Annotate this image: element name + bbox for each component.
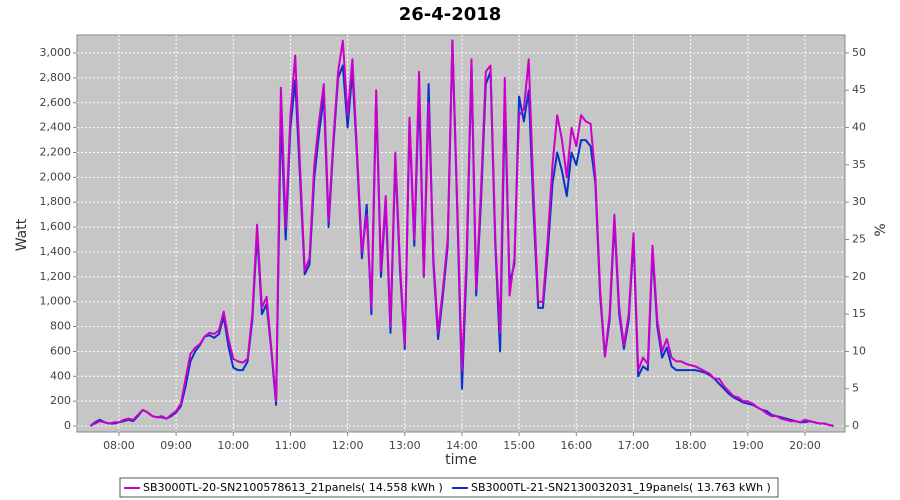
legend-box <box>119 477 779 498</box>
y2-tick-label: 40 <box>852 121 866 134</box>
y-tick-label: 2,200 <box>40 145 72 158</box>
x-tick-label: 10:00 <box>217 439 249 452</box>
y-tick-label: 1,200 <box>40 270 72 283</box>
y-tick-label: 2,600 <box>40 96 72 109</box>
x-tick-label: 15:00 <box>503 439 535 452</box>
y-axis-title: Watt <box>14 218 30 251</box>
y-tick-label: 2,400 <box>40 121 72 134</box>
y-tick-label: 1,400 <box>40 245 72 258</box>
y2-tick-label: 35 <box>852 158 866 171</box>
y2-tick-label: 0 <box>852 419 859 432</box>
y2-tick-label: 20 <box>852 270 866 283</box>
x-tick-label: 12:00 <box>332 439 364 452</box>
x-axis-title: time <box>445 452 477 468</box>
y2-tick-label: 45 <box>852 83 866 96</box>
y-tick-label: 600 <box>50 344 71 357</box>
x-tick-label: 19:00 <box>732 439 764 452</box>
x-tick-label: 17:00 <box>618 439 650 452</box>
y-tick-label: 3,000 <box>40 46 72 59</box>
y-tick-label: 1,000 <box>40 295 72 308</box>
x-tick-label: 08:00 <box>103 439 135 452</box>
y-tick-label: 2,000 <box>40 170 72 183</box>
x-tick-label: 11:00 <box>275 439 307 452</box>
legend-label: SB3000TL-20-SN2100578613_21panels( 14.55… <box>143 481 443 494</box>
y2-tick-label: 30 <box>852 195 866 208</box>
x-tick-label: 13:00 <box>389 439 421 452</box>
y2-tick-label: 10 <box>852 344 866 357</box>
y-tick-label: 400 <box>50 369 71 382</box>
chart-title: 26-4-2018 <box>399 4 502 25</box>
y-tick-label: 200 <box>50 394 71 407</box>
y-tick-label: 1,600 <box>40 220 72 233</box>
y2-tick-label: 5 <box>852 382 859 395</box>
x-tick-label: 16:00 <box>560 439 592 452</box>
legend-label: SB3000TL-21-SN2130032031_19panels( 13.76… <box>471 481 771 494</box>
y-tick-label: 2,800 <box>40 71 72 84</box>
x-tick-label: 14:00 <box>446 439 478 452</box>
x-tick-label: 20:00 <box>789 439 821 452</box>
y-tick-label: 800 <box>50 320 71 333</box>
y-tick-label: 1,800 <box>40 195 72 208</box>
y2-tick-label: 25 <box>852 232 866 245</box>
x-tick-label: 09:00 <box>160 439 192 452</box>
y-tick-label: 0 <box>64 419 71 432</box>
y2-tick-label: 50 <box>852 46 866 59</box>
y2-axis-title: % <box>873 223 889 236</box>
x-tick-label: 18:00 <box>675 439 707 452</box>
y2-tick-label: 15 <box>852 307 866 320</box>
series-line <box>89 39 834 427</box>
